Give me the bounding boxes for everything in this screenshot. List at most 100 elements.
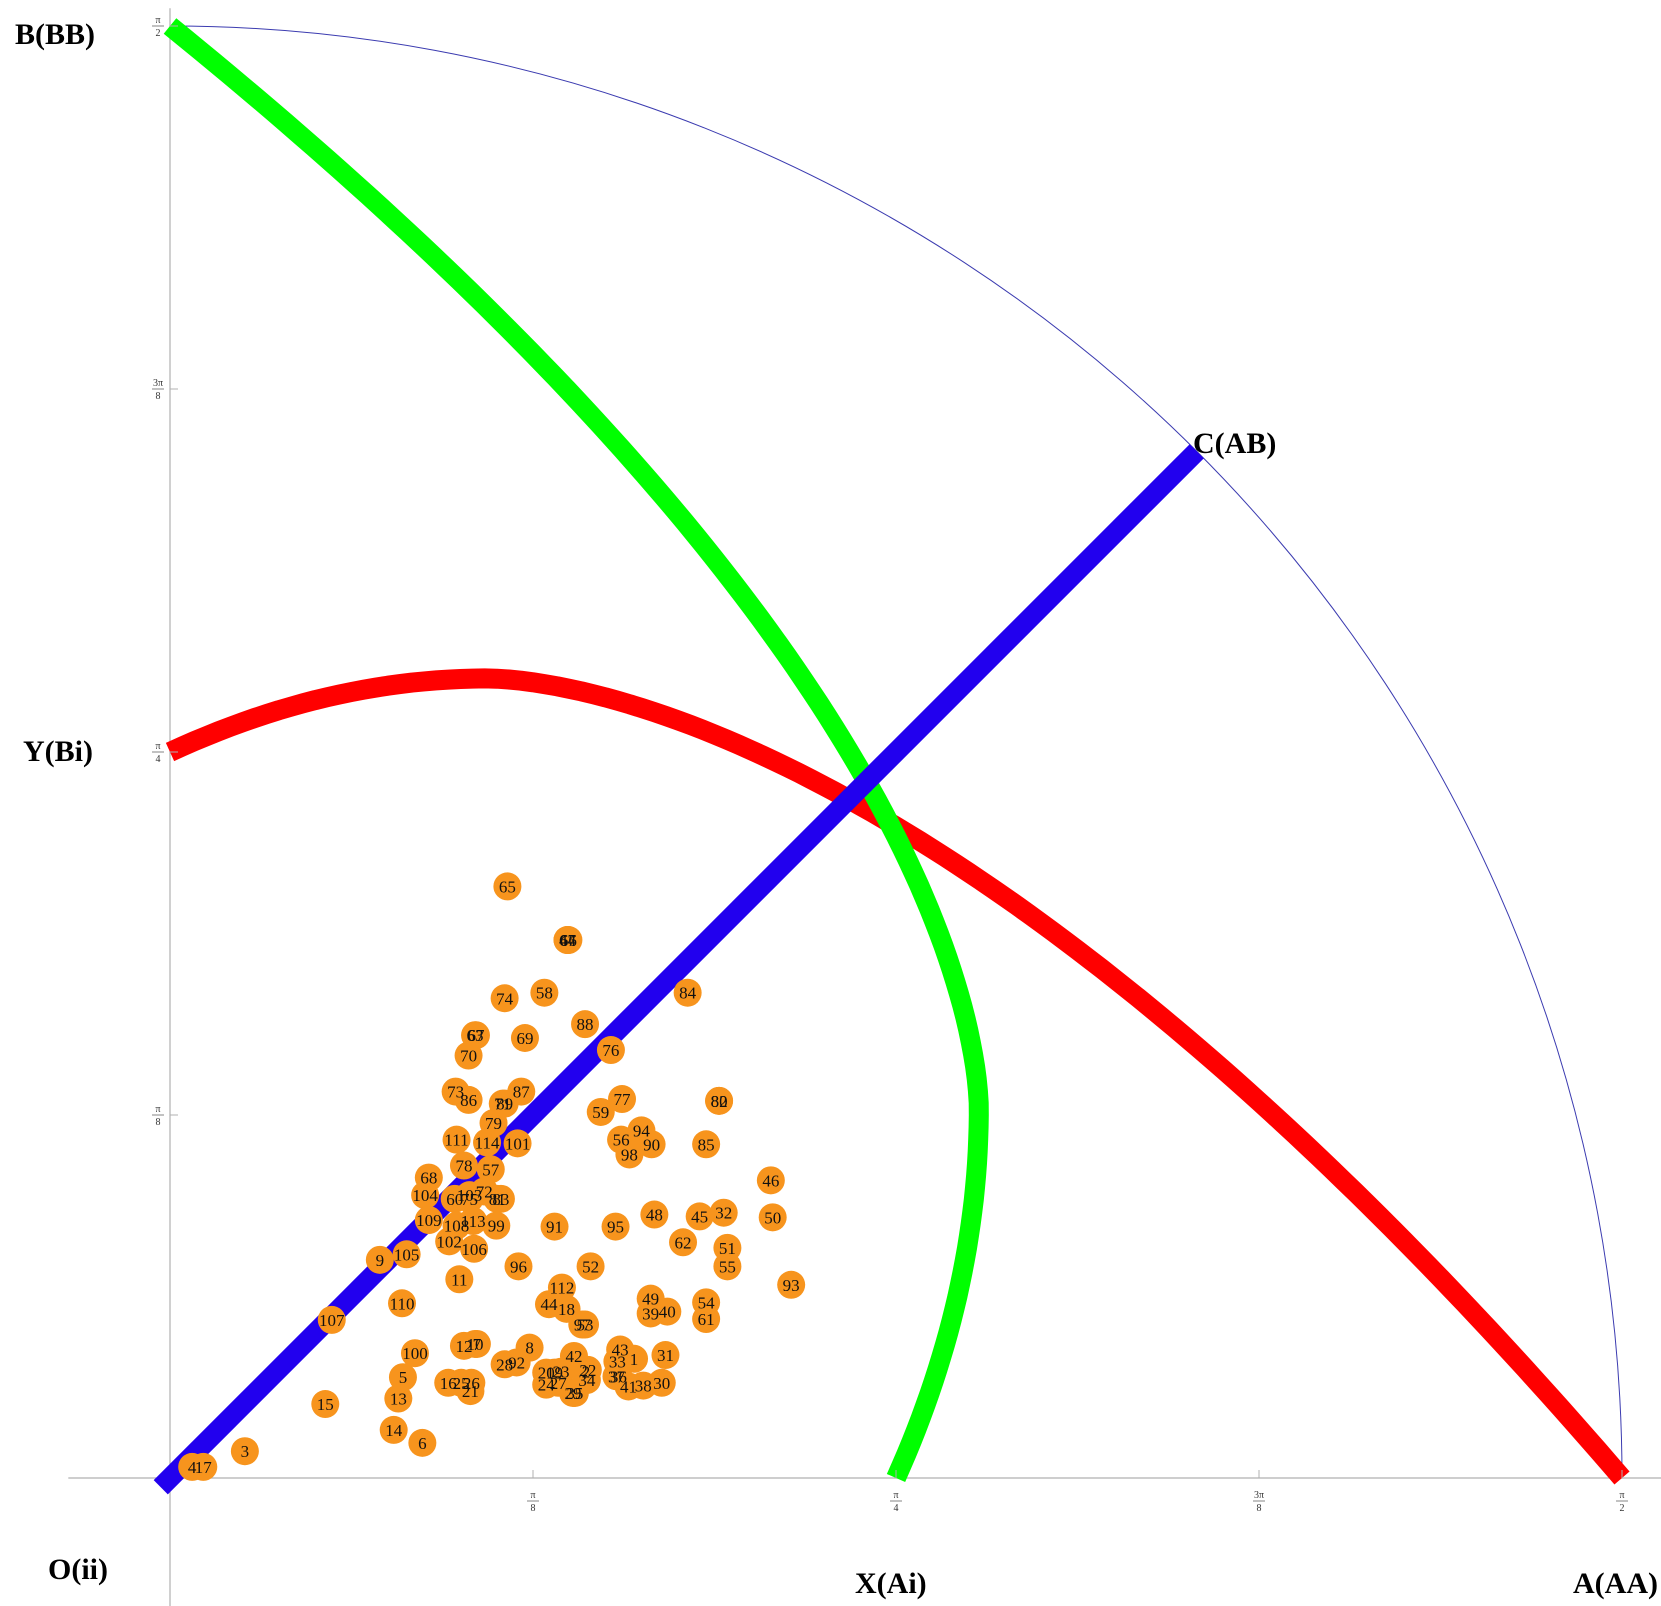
y-tick-label-1-denominator: 4: [156, 754, 161, 765]
point-label-26: 26: [463, 1374, 480, 1393]
point-49: [636, 1284, 665, 1313]
point-88: [571, 1010, 600, 1039]
point-label-42: 42: [565, 1347, 582, 1366]
label-mid-left: Y(Bi): [23, 735, 93, 768]
point-70: [454, 1041, 483, 1070]
point-label-112: 112: [549, 1279, 574, 1298]
point-62: [669, 1228, 698, 1257]
point-label-88: 88: [577, 1015, 594, 1034]
point-label-90: 90: [643, 1135, 660, 1154]
point-label-50: 50: [764, 1208, 781, 1227]
point-label-19: 19: [546, 1364, 563, 1383]
point-label-55: 55: [719, 1257, 736, 1276]
point-114: [473, 1128, 502, 1157]
point-label-49: 49: [642, 1290, 659, 1309]
point-label-76: 76: [602, 1041, 619, 1060]
point-58: [530, 978, 559, 1007]
point-label-111: 111: [444, 1131, 468, 1150]
point-label-12: 12: [455, 1337, 472, 1356]
point-label-5: 5: [399, 1368, 408, 1387]
point-label-71: 71: [494, 1095, 511, 1114]
label-bottom-middle: X(Ai): [855, 1567, 927, 1600]
point-101: [503, 1129, 532, 1158]
point-label-108: 108: [444, 1217, 470, 1236]
point-label-45: 45: [691, 1207, 708, 1226]
point-95: [601, 1212, 630, 1241]
point-label-82: 82: [711, 1092, 728, 1111]
point-label-95: 95: [607, 1218, 624, 1237]
point-label-77: 77: [614, 1090, 632, 1109]
point-94: [627, 1116, 656, 1145]
point-69: [510, 1023, 539, 1052]
point-label-54: 54: [698, 1293, 716, 1312]
point-label-36: 36: [610, 1367, 627, 1386]
point-label-3: 3: [241, 1442, 250, 1461]
point-label-1: 1: [630, 1350, 639, 1369]
x-tick-label-1-numerator: π: [893, 1490, 898, 1501]
point-label-44: 44: [540, 1295, 558, 1314]
point-74: [490, 984, 519, 1013]
point-label-81: 81: [489, 1190, 506, 1209]
point-label-64: 64: [559, 931, 577, 950]
point-14: [379, 1415, 408, 1444]
point-97: [568, 1310, 597, 1339]
point-96: [504, 1252, 533, 1281]
x-tick-label-3-numerator: π: [1619, 1490, 1624, 1501]
point-46: [756, 1166, 785, 1195]
point-label-93: 93: [783, 1276, 800, 1295]
point-label-41: 41: [620, 1377, 637, 1396]
point-107: [317, 1305, 346, 1334]
point-label-11: 11: [451, 1270, 467, 1289]
point-9: [365, 1245, 394, 1274]
point-label-53: 53: [577, 1316, 594, 1335]
point-15: [311, 1390, 340, 1419]
x-tick-label-0-numerator: π: [530, 1490, 535, 1501]
point-89: [490, 1089, 519, 1118]
point-label-59: 59: [592, 1103, 609, 1122]
point-label-67: 67: [467, 1026, 485, 1045]
point-98: [615, 1140, 644, 1169]
point-12: [449, 1331, 478, 1360]
point-label-9: 9: [376, 1251, 385, 1270]
point-11: [445, 1265, 474, 1294]
label-top-left: B(BB): [15, 18, 95, 51]
point-label-35: 35: [566, 1384, 583, 1403]
point-57: [476, 1155, 505, 1184]
point-label-8: 8: [525, 1339, 534, 1358]
point-label-85: 85: [698, 1135, 715, 1154]
label-bottom-right: A(AA): [1573, 1567, 1658, 1600]
point-label-69: 69: [516, 1029, 533, 1048]
point-label-60: 60: [446, 1190, 463, 1209]
point-label-28: 28: [496, 1355, 513, 1374]
point-label-4: 4: [188, 1458, 197, 1477]
point-label-99: 99: [488, 1217, 505, 1236]
point-label-89: 89: [496, 1095, 513, 1114]
point-label-15: 15: [317, 1395, 334, 1414]
point-label-7: 7: [473, 1335, 482, 1354]
point-label-25: 25: [453, 1374, 470, 1393]
point-111: [442, 1125, 471, 1154]
point-76: [596, 1036, 625, 1065]
y-tick-label-0-denominator: 8: [156, 1117, 161, 1128]
point-label-40: 40: [659, 1303, 676, 1322]
point-100: [400, 1339, 429, 1368]
point-label-30: 30: [653, 1374, 670, 1393]
point-5: [388, 1363, 417, 1392]
point-label-32: 32: [715, 1204, 732, 1223]
x-tick-label-2-denominator: 8: [1257, 1503, 1262, 1514]
point-label-23: 23: [553, 1363, 570, 1382]
point-label-57: 57: [482, 1160, 500, 1179]
point-label-102: 102: [436, 1232, 462, 1251]
point-label-97: 97: [574, 1316, 592, 1335]
point-66: [554, 926, 583, 955]
point-label-43: 43: [612, 1341, 629, 1360]
point-112: [547, 1273, 576, 1302]
point-label-75: 75: [461, 1190, 478, 1209]
point-91: [540, 1212, 569, 1241]
point-label-72: 72: [476, 1182, 493, 1201]
point-label-21: 21: [462, 1382, 479, 1401]
point-label-100: 100: [402, 1344, 428, 1363]
point-label-66: 66: [560, 931, 577, 950]
